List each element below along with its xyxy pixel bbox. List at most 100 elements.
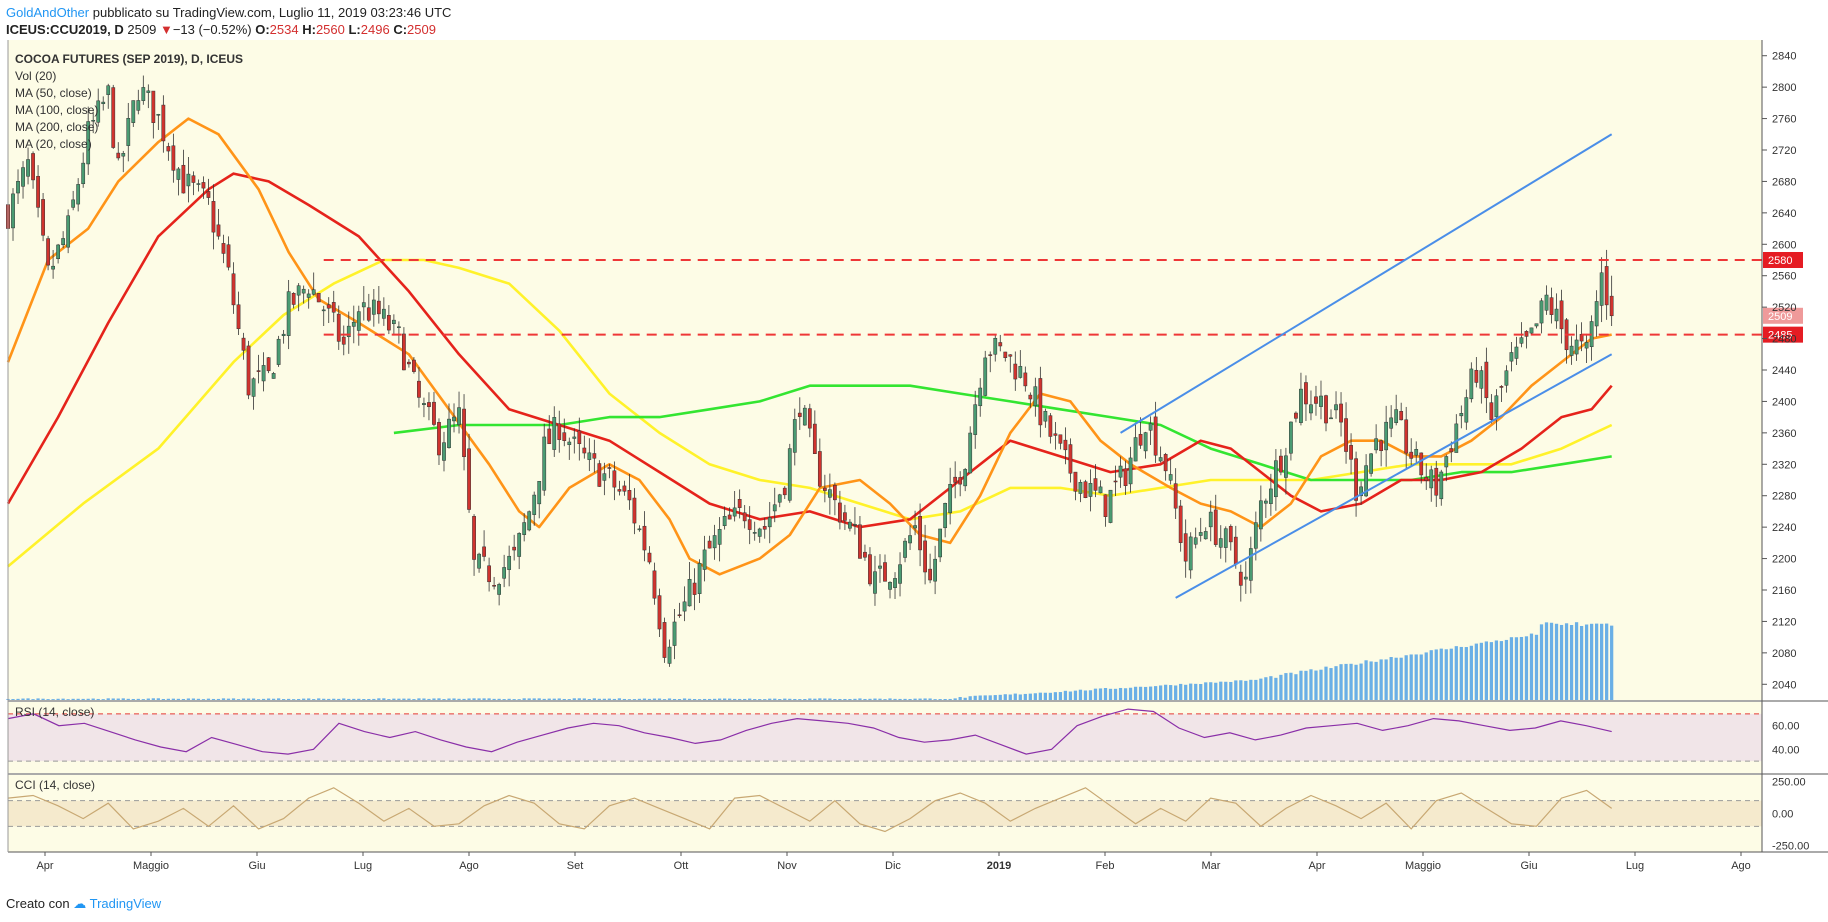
volume-bar: [1499, 641, 1504, 700]
price-level-badge: [1763, 326, 1803, 343]
volume-bar: [1544, 622, 1549, 700]
volume-bar: [422, 698, 426, 700]
volume-bar: [1174, 685, 1178, 700]
candle-body: [1008, 354, 1013, 357]
candle-body: [1063, 439, 1068, 451]
candle-body: [702, 549, 707, 570]
candle-body: [938, 528, 943, 558]
candle-body: [527, 511, 532, 531]
candle-body: [116, 152, 121, 159]
volume-bar: [1184, 684, 1188, 700]
time-tick-label: Ott: [674, 860, 689, 872]
tradingview-link[interactable]: TradingView: [89, 896, 162, 911]
volume-bar: [186, 698, 191, 700]
volume-bar: [798, 699, 802, 700]
volume-bar: [923, 698, 927, 700]
candle-body: [1193, 537, 1198, 545]
volume-bar: [1229, 681, 1233, 700]
volume-bar: [1199, 684, 1203, 700]
volume-bar: [392, 698, 396, 700]
volume-bar: [467, 698, 471, 700]
volume-bar: [322, 698, 326, 700]
candle-body: [246, 345, 251, 396]
candle-body: [908, 535, 912, 544]
volume-bar: [532, 698, 536, 700]
volume-bar: [978, 695, 982, 700]
candle-body: [1158, 457, 1163, 462]
candle-body: [697, 563, 702, 594]
candle-body: [802, 407, 807, 426]
volume-bar: [677, 698, 682, 700]
time-tick-label: Mar: [1202, 860, 1221, 872]
volume-bar: [933, 699, 937, 700]
candle-body: [682, 601, 687, 612]
volume-bar: [251, 698, 256, 700]
volume-bar: [1274, 677, 1278, 700]
volume-bar: [487, 698, 491, 700]
volume-bar: [382, 698, 386, 700]
candle-body: [256, 370, 261, 372]
volume-bar: [216, 698, 221, 700]
volume-bar: [1013, 693, 1017, 700]
candle-body: [361, 302, 366, 308]
candle-body: [1123, 468, 1128, 486]
candle-body: [427, 402, 431, 408]
candle-body: [457, 407, 461, 426]
candle-body: [848, 521, 852, 529]
candle-body: [1434, 467, 1439, 496]
candle-body: [1043, 410, 1048, 422]
candle-body: [1594, 301, 1599, 327]
candle-body: [577, 430, 582, 445]
candle-body: [241, 337, 246, 351]
candle-body: [226, 244, 231, 268]
volume-bar: [973, 695, 977, 700]
volume-bar: [878, 698, 882, 700]
volume-bar: [1539, 624, 1544, 700]
volume-bar: [1003, 694, 1007, 700]
candle-body: [141, 87, 146, 101]
volume-bar: [963, 697, 967, 700]
volume-bar: [1399, 657, 1403, 700]
volume-bar: [1564, 623, 1569, 700]
volume-bar: [1459, 646, 1463, 700]
chart-svg[interactable]: 2580 2485 2509 40.00 60.00 RSI (14, close) 25…: [0, 40, 1828, 890]
candle-body: [592, 453, 597, 459]
publish-line: GoldAndOther pubblicato su TradingView.c…: [6, 4, 451, 21]
volume-bar: [918, 698, 922, 700]
cci-line: [7, 787, 1613, 833]
volume-bar: [682, 698, 687, 700]
candle-body: [1454, 423, 1459, 453]
volume-bar: [1494, 640, 1499, 700]
volume-bar: [36, 698, 40, 700]
volume-bar: [261, 698, 266, 700]
volume-bar: [472, 698, 476, 700]
candle-body: [587, 452, 592, 460]
volume-bar: [292, 699, 296, 700]
volume-bar: [783, 698, 787, 700]
volume-bar: [1529, 633, 1534, 700]
author-link[interactable]: GoldAndOther: [6, 5, 90, 20]
volume-bar: [507, 698, 511, 700]
candle-body: [336, 313, 341, 342]
candle-body: [672, 621, 677, 646]
candle-body: [1384, 421, 1389, 451]
candle-body: [1108, 489, 1113, 523]
candle-body: [1118, 465, 1123, 478]
candle-body: [146, 90, 151, 93]
cci-title: CCI (14, close): [15, 778, 95, 792]
candle-body: [16, 181, 20, 194]
volume-bar: [1249, 679, 1253, 700]
volume-bar: [908, 698, 912, 700]
volume-bar: [106, 698, 110, 700]
volume-bar: [738, 698, 742, 700]
rsi-tick-label: 60.00: [1772, 721, 1800, 733]
volume-bar: [1600, 623, 1604, 700]
volume-bar: [517, 699, 521, 700]
volume-bar: [1279, 674, 1283, 700]
candle-body: [1509, 352, 1514, 362]
volume-bar: [823, 698, 827, 700]
time-tick-label: Maggio: [133, 860, 169, 872]
candle-body: [1379, 440, 1384, 452]
volume-bar: [582, 698, 586, 700]
volume-bar: [1479, 642, 1483, 700]
